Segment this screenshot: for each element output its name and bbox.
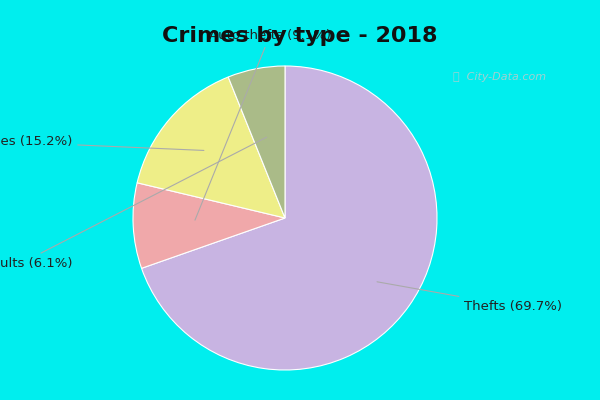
Wedge shape: [137, 77, 285, 218]
Text: Burglaries (15.2%): Burglaries (15.2%): [0, 136, 204, 150]
Wedge shape: [228, 66, 285, 218]
Text: Crimes by type - 2018: Crimes by type - 2018: [162, 26, 438, 46]
Wedge shape: [142, 66, 437, 370]
Text: Thefts (69.7%): Thefts (69.7%): [377, 282, 562, 313]
Text: Auto thefts (9.1%): Auto thefts (9.1%): [195, 29, 331, 220]
Text: Assaults (6.1%): Assaults (6.1%): [0, 137, 266, 270]
Wedge shape: [133, 183, 285, 268]
Text: ⓘ  City-Data.com: ⓘ City-Data.com: [453, 72, 546, 82]
